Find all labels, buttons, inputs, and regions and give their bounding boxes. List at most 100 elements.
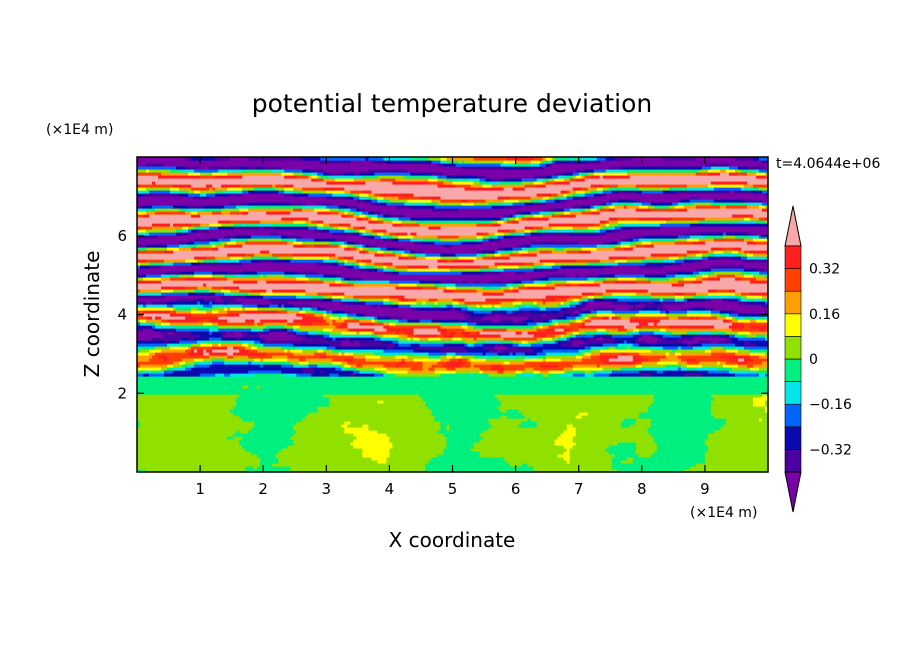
contour-cell: [248, 157, 303, 161]
contour-cell: [605, 157, 616, 161]
contour-cell: [521, 463, 529, 467]
contour-cell: [680, 262, 768, 266]
contour-cell: [626, 301, 640, 305]
contour-cell: [488, 280, 514, 284]
contour-cell: [365, 301, 384, 305]
y-tick-label: 4: [117, 306, 127, 324]
contour-cell: [263, 295, 297, 299]
contour-cell: [377, 214, 384, 218]
contour-cell: [305, 415, 436, 419]
contour-cell: [632, 460, 706, 464]
contour-cell: [566, 424, 574, 428]
contour-cell: [320, 298, 333, 302]
contour-cell: [509, 232, 517, 236]
contour-cell: [260, 364, 264, 368]
contour-cell: [410, 337, 415, 341]
contour-cell: [518, 220, 601, 224]
contour-cell: [638, 217, 673, 221]
contour-cell: [707, 277, 721, 281]
contour-cell: [692, 280, 703, 284]
contour-cell: [254, 319, 261, 323]
contour-cell: [191, 343, 201, 347]
contour-cell: [359, 322, 375, 326]
contour-cell: [161, 286, 186, 290]
contour-cell: [443, 334, 454, 338]
contour-cell: [137, 433, 234, 437]
contour-cell: [242, 307, 246, 311]
contour-cell: [233, 352, 267, 356]
contour-cell: [743, 325, 751, 329]
contour-cell: [725, 349, 739, 353]
colorbar-extend-top: [784, 205, 802, 247]
contour-cell: [512, 310, 523, 314]
contour-cell: [626, 346, 631, 350]
contour-cell: [710, 247, 724, 251]
contour-cell: [323, 226, 333, 230]
contour-cell: [569, 190, 577, 194]
contour-cell: [293, 364, 309, 368]
contour-cell: [431, 175, 439, 179]
contour-cell: [515, 160, 532, 164]
contour-cell: [584, 316, 589, 320]
contour-cell: [596, 310, 613, 314]
contour-cell: [659, 310, 667, 314]
contour-cell: [293, 304, 312, 308]
contour-cell: [671, 331, 688, 335]
contour-cell: [263, 322, 288, 326]
contour-cell: [674, 241, 694, 245]
contour-cell: [488, 181, 502, 185]
contour-cell: [722, 346, 736, 350]
contour-cell: [581, 205, 592, 209]
contour-cell: [461, 325, 469, 329]
contour-cell: [383, 265, 387, 269]
contour-cell: [569, 232, 598, 236]
contour-cell: [278, 310, 288, 314]
contour-cell: [395, 286, 424, 290]
contour-cell: [236, 397, 330, 401]
contour-cell: [647, 406, 712, 410]
contour-cell: [617, 202, 634, 206]
contour-cell: [302, 172, 312, 176]
contour-cell: [317, 406, 430, 410]
contour-cell: [137, 253, 228, 257]
contour-cell: [563, 370, 568, 374]
contour-cell: [503, 214, 511, 218]
contour-cell: [239, 208, 249, 212]
contour-cell: [446, 442, 475, 446]
contour-cell: [272, 253, 294, 257]
contour-cell: [551, 310, 559, 314]
contour-cell: [563, 352, 568, 356]
contour-cell: [293, 274, 306, 278]
contour-cell: [362, 247, 369, 251]
contour-cell: [677, 346, 682, 350]
contour-cell: [344, 208, 351, 212]
contour-cell: [746, 202, 763, 206]
contour-cell: [395, 373, 442, 377]
contour-cell: [356, 229, 360, 233]
contour-cell: [746, 205, 760, 209]
contour-cell: [545, 283, 556, 287]
contour-cell: [137, 424, 141, 428]
contour-cell: [578, 193, 586, 197]
contour-cell: [293, 244, 306, 248]
contour-cell: [137, 241, 180, 245]
colorbar-swatch: [784, 290, 802, 315]
contour-cell: [476, 331, 481, 335]
contour-cell: [323, 172, 330, 176]
contour-cell: [581, 157, 598, 161]
contour-cell: [341, 244, 348, 248]
contour-cell: [308, 277, 321, 281]
contour-cell: [368, 211, 375, 215]
contour-cell: [539, 325, 544, 329]
contour-cell: [314, 208, 330, 212]
contour-cell: [479, 181, 490, 185]
contour-cell: [551, 337, 559, 341]
contour-cell: [590, 211, 601, 215]
contour-cell: [347, 205, 357, 209]
contour-cell: [476, 337, 505, 341]
contour-cell: [677, 202, 685, 206]
contour-cell: [752, 364, 768, 368]
contour-cell: [701, 274, 709, 278]
contour-cell: [458, 235, 478, 239]
contour-cell: [533, 181, 544, 185]
